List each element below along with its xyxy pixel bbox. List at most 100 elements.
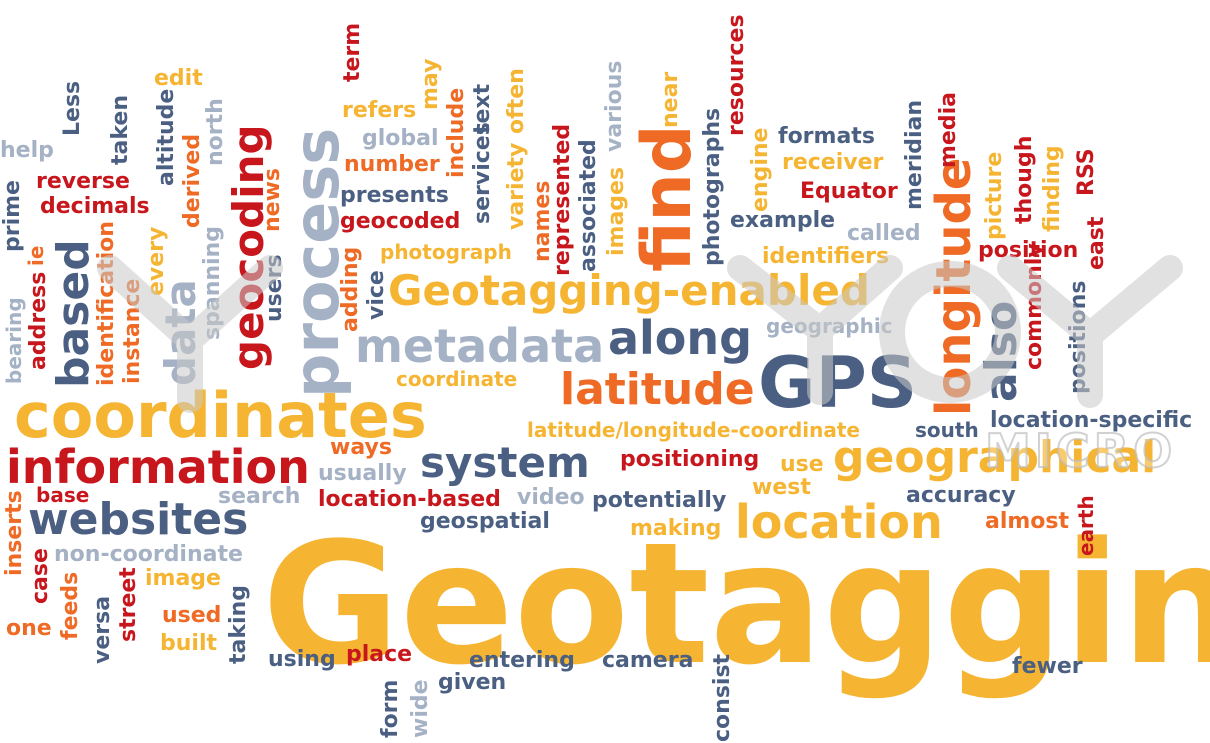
word-photographs: photographs (700, 107, 725, 266)
word-resources: resources (724, 14, 749, 136)
word-variety: variety (504, 142, 529, 230)
word-usually: usually (318, 461, 407, 486)
word-latitude: latitude (560, 364, 755, 415)
word-users: users (262, 254, 287, 322)
word-image: image (145, 566, 221, 591)
word-earth: earth (1074, 495, 1098, 556)
word-taken: taken (108, 95, 133, 165)
word-ie: ie (24, 245, 48, 266)
word-used: used (162, 603, 222, 628)
word-bearing: bearing (2, 297, 26, 384)
word-making: making (630, 516, 722, 541)
word-engine: engine (748, 127, 773, 212)
word-text: text (470, 83, 495, 134)
word-gps: GPS (758, 342, 918, 424)
word-geographical: geographical (833, 432, 1157, 483)
word-global: global (362, 126, 439, 151)
word-presents: presents (340, 183, 449, 208)
word-camera: camera (602, 648, 694, 673)
word-refers: refers (342, 98, 417, 123)
word-spanning: spanning (200, 226, 225, 340)
word-street: street (116, 567, 141, 642)
word-video: video (517, 485, 585, 510)
word-almost: almost (985, 509, 1070, 534)
word-potentially: potentially (592, 488, 727, 513)
word-find: find (628, 124, 707, 273)
word-place: place (346, 642, 413, 667)
word-services: services (470, 122, 495, 224)
word-though: though (1012, 135, 1037, 224)
word-prime: prime (0, 180, 25, 252)
word-built: built (160, 631, 218, 656)
word-represented: represented (550, 123, 575, 276)
word-websites: websites (28, 494, 249, 545)
word-east: east (1084, 216, 1109, 270)
word-example: example (730, 208, 836, 233)
word-accuracy: accuracy (906, 483, 1016, 508)
word-media: media (936, 92, 961, 168)
word-use: use (780, 452, 824, 477)
word-geocoding: geocoding (224, 124, 273, 370)
word-include: include (444, 87, 469, 178)
word-altitude: altitude (154, 88, 179, 186)
word-west: west (752, 475, 811, 500)
word-along: along (608, 311, 753, 365)
word-number: number (344, 152, 440, 177)
word-photograph: photograph (380, 240, 512, 264)
word-edit: edit (154, 66, 203, 91)
word-address: address (26, 271, 51, 370)
word-term: term (340, 22, 365, 82)
word-help: help (0, 138, 54, 163)
word-equator: Equator (800, 179, 898, 204)
word-derived: derived (180, 133, 205, 228)
word-may: may (418, 58, 443, 110)
word-picture: picture (982, 151, 1007, 240)
word-instance: instance (120, 278, 145, 384)
word-consist: consist (710, 653, 735, 742)
word-geographic: geographic (766, 314, 893, 338)
word-geotagging: Geotagging (262, 506, 1210, 702)
word-vice: vice (364, 270, 389, 320)
word-feeds: feeds (58, 571, 83, 640)
word-commonly: commonly (1022, 243, 1047, 370)
word-meridian: meridian (902, 99, 927, 210)
word-coordinate: coordinate (396, 367, 518, 391)
word-one: one (6, 616, 52, 641)
word-inserts: inserts (2, 490, 27, 576)
word-location: location (735, 495, 943, 549)
word-every: every (144, 226, 169, 296)
word-latitude-longitude-coordinate: latitude/longitude-coordinate (527, 418, 860, 442)
word-positions: positions (1066, 280, 1091, 394)
word-often: often (504, 68, 529, 134)
word-geocoded: geocoded (340, 209, 461, 234)
word-identifiers: identifiers (762, 244, 890, 269)
word-search: search (218, 484, 301, 509)
word-metadata: metadata (355, 319, 605, 373)
word-receiver: receiver (782, 150, 884, 175)
word-form: form (378, 679, 403, 738)
word-decimals: decimals (40, 194, 150, 219)
word-information: information (6, 440, 310, 494)
word-north: north (203, 98, 228, 166)
word-geospatial: geospatial (420, 509, 550, 534)
word-geotagging-enabled: Geotagging-enabled (388, 266, 870, 315)
word-location-specific: location-specific (990, 408, 1193, 433)
word-positioning: positioning (620, 447, 760, 472)
word-various: various (602, 60, 627, 152)
word-using: using (268, 647, 336, 672)
word-wide: wide (408, 679, 433, 738)
word-ways: ways (330, 435, 392, 460)
word-called: called (847, 221, 921, 246)
word-case: case (28, 548, 53, 604)
word-finding: finding (1040, 145, 1065, 232)
word-news: news (260, 167, 285, 232)
word-less: Less (60, 80, 85, 136)
word-images: images (604, 166, 629, 256)
word-entering: entering (469, 648, 575, 673)
word-rss: RSS (1074, 148, 1099, 196)
word-identification: identification (94, 221, 119, 386)
word-system: system (420, 438, 590, 487)
word-formats: formats (778, 124, 875, 149)
word-location-based: location-based (318, 487, 501, 512)
